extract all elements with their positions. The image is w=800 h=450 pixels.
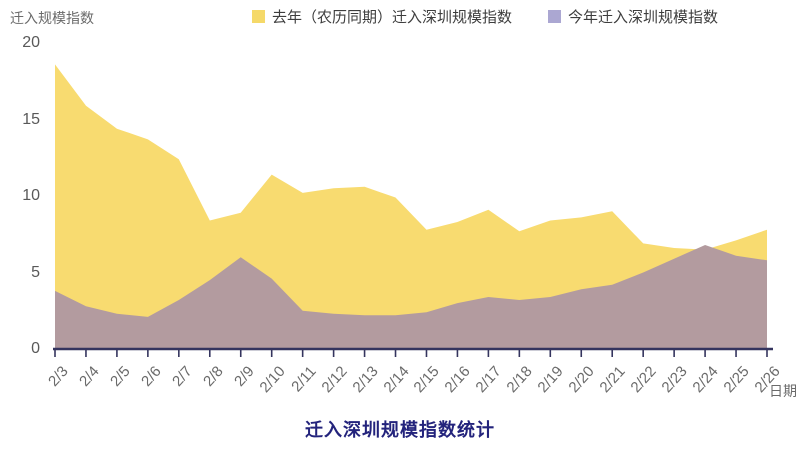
- chart-legend: 去年（农历同期）迁入深圳规模指数 今年迁入深圳规模指数: [252, 6, 718, 27]
- legend-label-this-year: 今年迁入深圳规模指数: [568, 9, 719, 26]
- x-axis-title: 日期: [769, 383, 797, 399]
- legend-label-last-year: 去年（农历同期）迁入深圳规模指数: [272, 9, 513, 26]
- legend-swatch-last-year-icon: [252, 10, 265, 23]
- legend-swatch-this-year-icon: [548, 10, 562, 23]
- y-axis-title: 迁入规模指数: [10, 10, 94, 26]
- y-tick-label: 10: [22, 187, 40, 204]
- area-this-year: [55, 245, 767, 349]
- legend-item-last-year: 去年（农历同期）迁入深圳规模指数: [252, 6, 512, 27]
- legend-item-this-year: 今年迁入深圳规模指数: [548, 6, 718, 27]
- y-tick-label: 5: [31, 263, 40, 281]
- y-tick-label: 20: [22, 34, 40, 51]
- y-tick-label: 15: [22, 110, 40, 128]
- y-tick-label: 0: [31, 340, 40, 357]
- chart-title: 迁入深圳规模指数统计: [305, 420, 495, 440]
